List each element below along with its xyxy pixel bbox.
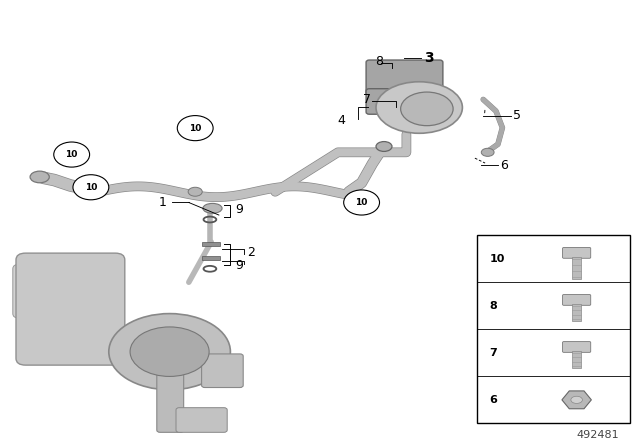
FancyBboxPatch shape bbox=[176, 408, 227, 432]
FancyBboxPatch shape bbox=[202, 354, 243, 388]
FancyBboxPatch shape bbox=[563, 295, 591, 306]
Ellipse shape bbox=[30, 171, 49, 183]
Text: 7: 7 bbox=[364, 93, 371, 106]
Circle shape bbox=[344, 190, 380, 215]
Ellipse shape bbox=[188, 187, 202, 196]
Text: 5: 5 bbox=[513, 109, 521, 122]
Text: 10: 10 bbox=[84, 183, 97, 192]
Text: 10: 10 bbox=[490, 254, 505, 264]
FancyBboxPatch shape bbox=[202, 242, 220, 246]
Text: 4: 4 bbox=[338, 114, 346, 128]
Circle shape bbox=[73, 175, 109, 200]
Text: 6: 6 bbox=[500, 159, 508, 172]
Text: 2: 2 bbox=[247, 246, 255, 259]
FancyBboxPatch shape bbox=[366, 60, 443, 95]
Ellipse shape bbox=[203, 203, 222, 213]
FancyBboxPatch shape bbox=[572, 305, 581, 322]
FancyBboxPatch shape bbox=[572, 257, 581, 279]
FancyBboxPatch shape bbox=[202, 256, 220, 260]
Ellipse shape bbox=[109, 314, 230, 390]
Ellipse shape bbox=[481, 148, 494, 156]
Text: 8: 8 bbox=[375, 55, 383, 69]
Ellipse shape bbox=[376, 82, 463, 134]
Bar bbox=[477, 235, 630, 423]
Text: 1: 1 bbox=[159, 196, 166, 209]
Text: 10: 10 bbox=[65, 150, 78, 159]
Ellipse shape bbox=[376, 142, 392, 151]
Text: 9: 9 bbox=[236, 203, 243, 216]
FancyBboxPatch shape bbox=[16, 253, 125, 365]
Text: 10: 10 bbox=[189, 124, 202, 133]
Text: 492481: 492481 bbox=[577, 430, 620, 440]
FancyBboxPatch shape bbox=[563, 247, 591, 258]
FancyBboxPatch shape bbox=[45, 260, 83, 300]
Circle shape bbox=[177, 116, 213, 141]
FancyBboxPatch shape bbox=[366, 89, 394, 114]
Text: 10: 10 bbox=[355, 198, 368, 207]
Text: 8: 8 bbox=[490, 301, 497, 311]
Ellipse shape bbox=[571, 396, 582, 404]
FancyBboxPatch shape bbox=[572, 351, 581, 368]
Text: 6: 6 bbox=[490, 395, 497, 405]
Text: 3: 3 bbox=[424, 51, 433, 65]
Text: 9: 9 bbox=[236, 258, 243, 272]
Text: 7: 7 bbox=[490, 348, 497, 358]
FancyBboxPatch shape bbox=[13, 264, 70, 318]
FancyBboxPatch shape bbox=[26, 300, 70, 349]
FancyBboxPatch shape bbox=[563, 342, 591, 352]
Circle shape bbox=[54, 142, 90, 167]
Ellipse shape bbox=[130, 327, 209, 376]
Ellipse shape bbox=[401, 92, 453, 125]
FancyBboxPatch shape bbox=[157, 361, 184, 432]
